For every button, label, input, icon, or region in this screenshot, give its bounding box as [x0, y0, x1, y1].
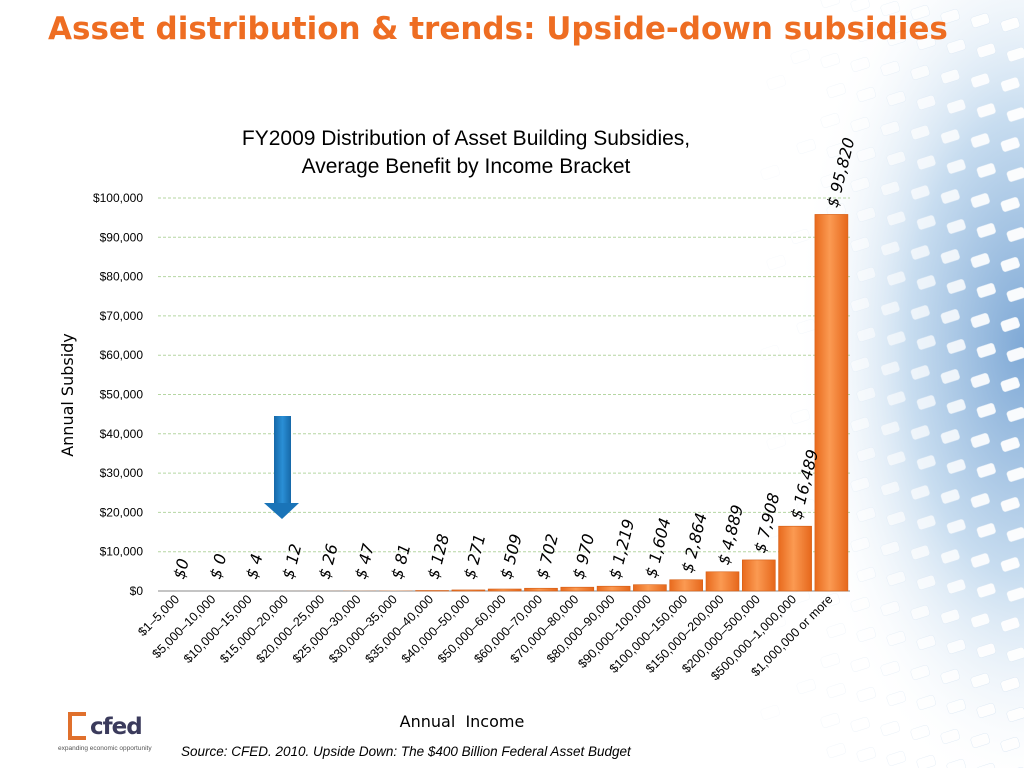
bar: [487, 588, 522, 592]
bar: [560, 586, 595, 592]
data-label: $ 1,219: [605, 517, 638, 581]
data-label: $ 2,864: [678, 511, 711, 575]
data-label: $ 81: [387, 542, 414, 581]
data-label: $ 702: [532, 532, 562, 581]
data-label: $ 12: [278, 542, 305, 581]
data-label: $ 128: [424, 532, 454, 581]
bar: [669, 579, 704, 592]
data-label: $ 509: [496, 532, 526, 581]
y-tick-label: $20,000: [100, 505, 144, 519]
data-label: $ 4: [242, 552, 267, 581]
y-tick-label: $60,000: [100, 348, 144, 362]
y-tick-label: $50,000: [100, 388, 144, 402]
data-label: $ 970: [569, 532, 599, 581]
callout-arrow: [264, 416, 299, 519]
chart-title-line-2: Average Benefit by Income Bracket: [302, 155, 631, 178]
data-label: $ 95,820: [823, 136, 859, 210]
x-axis-title: Annual Income: [400, 712, 525, 731]
y-axis-title: Annual Subsidy: [58, 333, 77, 457]
y-tick-label: $100,000: [93, 191, 143, 205]
data-label: $ 26: [315, 542, 342, 581]
data-label: $ 47: [351, 541, 378, 581]
source-citation: Source: CFED. 2010. Upside Down: The $40…: [181, 744, 631, 759]
bar: [741, 559, 776, 592]
bar: [596, 585, 631, 592]
y-tick-label: $40,000: [100, 427, 144, 441]
data-label: $ 0: [206, 552, 231, 581]
bar: [524, 587, 558, 592]
data-label: $ 1,604: [641, 516, 674, 580]
data-label: $0: [169, 557, 192, 581]
bar: [451, 589, 486, 592]
bar: [814, 214, 849, 592]
y-tick-label: $70,000: [100, 309, 144, 323]
y-tick-label: $0: [130, 584, 144, 598]
cfed-logo: cfed expanding economic opportunity: [58, 708, 158, 756]
chart-title-line-1: FY2009 Distribution of Asset Building Su…: [242, 127, 690, 150]
bar: [778, 525, 812, 592]
logo-wordmark: cfed: [90, 714, 143, 740]
cfed-logo-mark: [68, 712, 86, 740]
y-tick-label: $30,000: [100, 466, 144, 480]
y-tick-label: $90,000: [100, 230, 144, 244]
x-tick-label: $5,000–10,000: [150, 592, 219, 661]
bar: [633, 584, 667, 592]
slide-title: Asset distribution & trends: Upside-down…: [48, 11, 948, 47]
y-tick-label: $10,000: [100, 545, 144, 559]
y-tick-label: $80,000: [100, 270, 144, 284]
bar: [705, 571, 740, 592]
data-label: $ 271: [460, 532, 490, 581]
bar: [415, 590, 449, 592]
logo-tagline: expanding economic opportunity: [58, 745, 152, 752]
